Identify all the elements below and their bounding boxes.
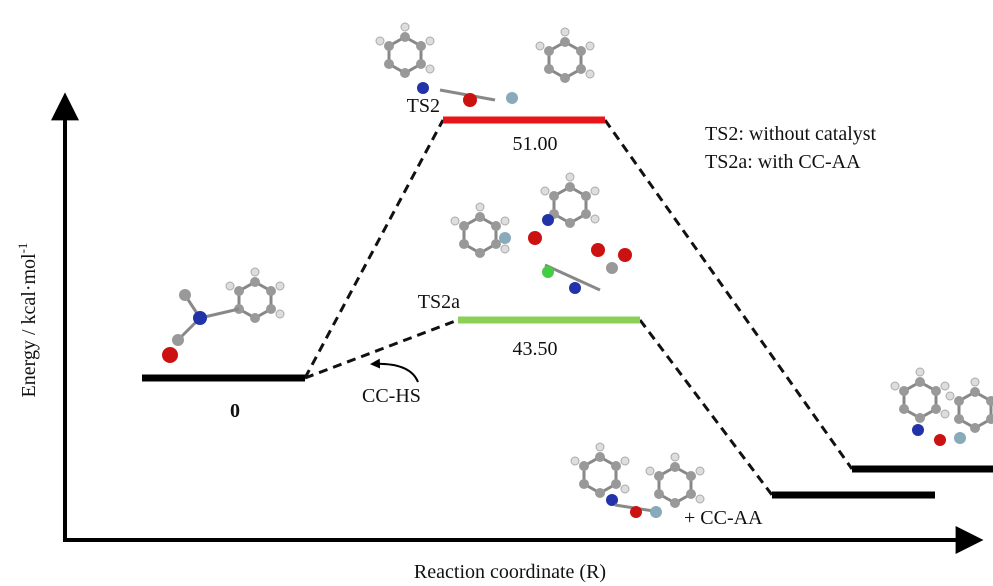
level-value: 0 <box>230 400 240 422</box>
annotation: CC-HS <box>362 385 421 407</box>
path-line <box>305 320 458 378</box>
level-value: 43.50 <box>513 338 558 360</box>
diagram: Energy / kcal·mol-1 Reaction coordinate … <box>0 0 993 586</box>
annotation-arrow <box>372 364 418 382</box>
y-axis-label: Energy / kcal·mol-1 <box>15 243 40 398</box>
annotation: + CC-AA <box>684 507 763 529</box>
molecule <box>891 368 993 446</box>
molecule <box>162 268 284 363</box>
molecule <box>451 173 632 294</box>
level-name: TS2 <box>407 95 440 117</box>
level-value: 51.00 <box>513 133 558 155</box>
legend-entry: TS2: without catalyst <box>705 123 877 145</box>
path-line <box>305 120 443 378</box>
x-axis-label: Reaction coordinate (R) <box>414 561 606 583</box>
level-name: TS2a <box>418 291 460 313</box>
legend-entry: TS2a: with CC-AA <box>705 151 861 173</box>
path-line <box>640 320 772 495</box>
